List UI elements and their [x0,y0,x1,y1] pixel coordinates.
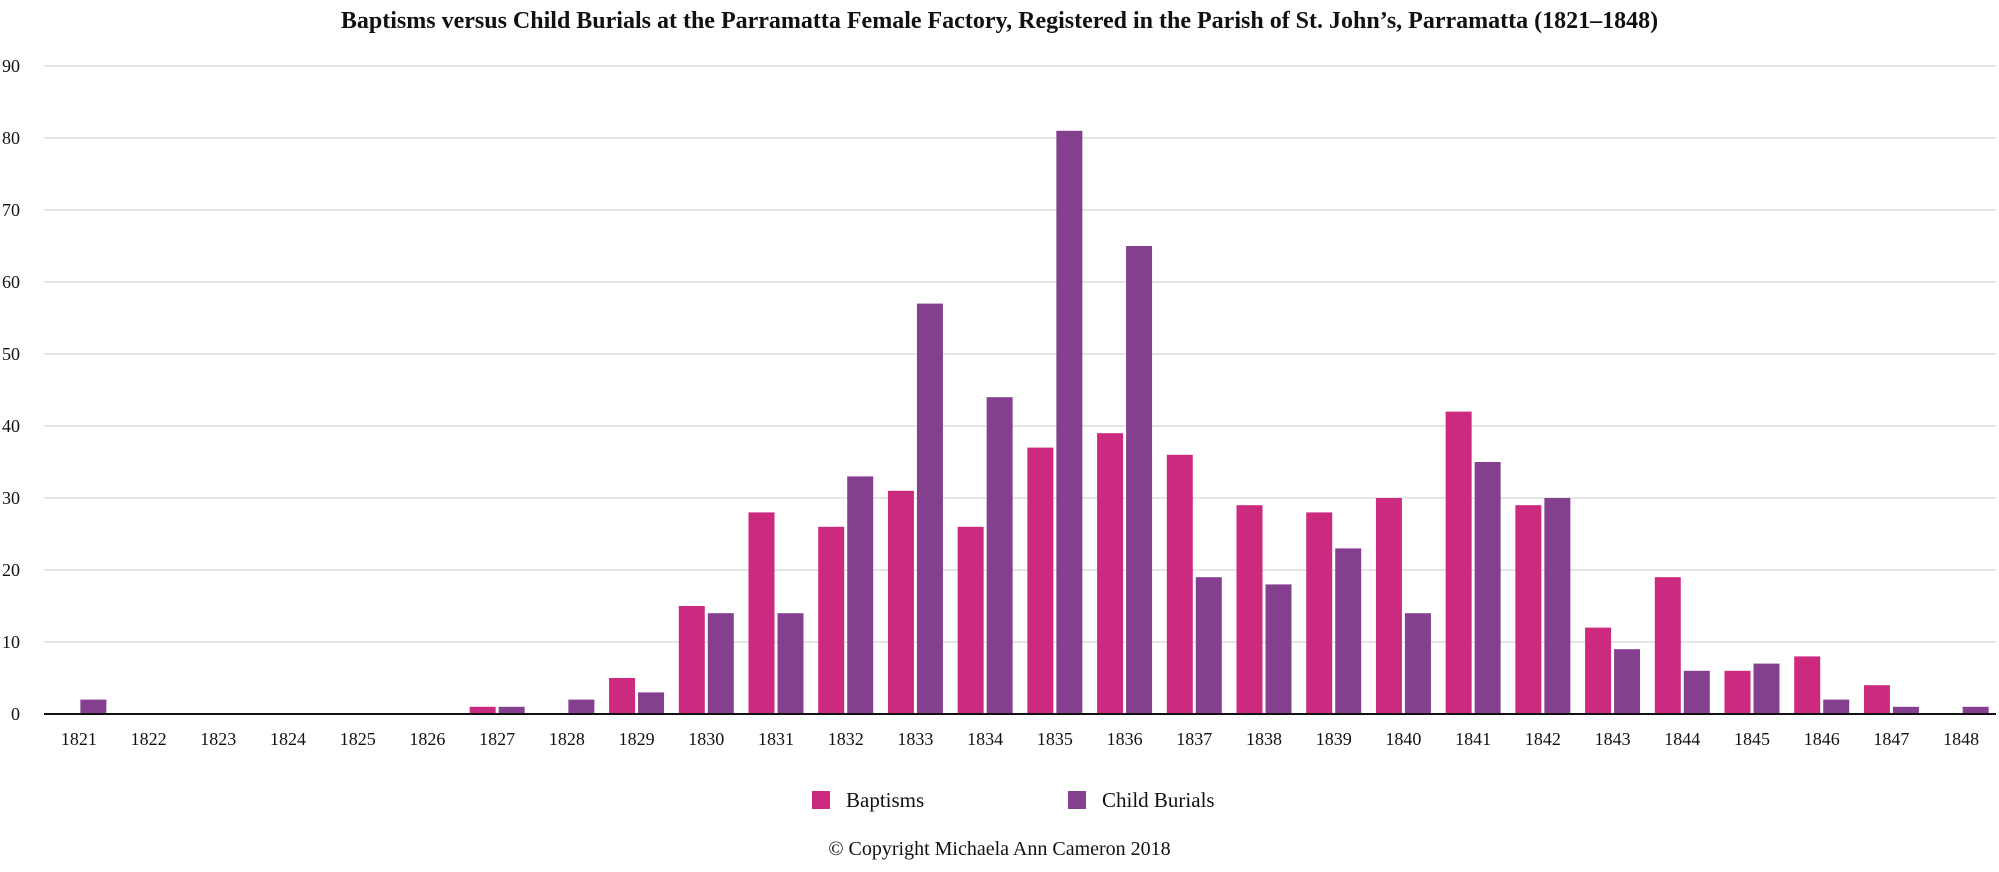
x-tick-label: 1848 [1943,729,1979,749]
x-tick-label: 1842 [1525,729,1561,749]
bar-child-burials [707,613,734,714]
x-tick-label: 1825 [340,729,376,749]
bar-child-burials [1614,649,1641,714]
copyright-text: © Copyright Michaela Ann Cameron 2018 [828,838,1171,860]
x-tick-label: 1832 [828,729,864,749]
bar-baptisms [1515,505,1542,714]
legend-label-child-burials: Child Burials [1102,787,1215,812]
bar-child-burials [1404,613,1431,714]
legend: Baptisms Child Burials [0,786,1999,814]
x-tick-label: 1821 [61,729,97,749]
y-tick-label: 60 [2,272,20,292]
x-tick-label: 1831 [758,729,794,749]
x-tick-label: 1824 [270,729,306,749]
bar-child-burials [1753,663,1780,714]
y-tick-label: 90 [2,56,20,76]
legend-swatch-baptisms [812,791,830,809]
x-tick-label: 1836 [1107,729,1143,749]
y-tick-label: 80 [2,128,20,148]
x-tick-label: 1840 [1385,729,1421,749]
bar-baptisms [678,606,705,714]
bar-child-burials [986,397,1013,714]
y-tick-label: 70 [2,200,20,220]
bar-child-burials [1823,699,1850,714]
x-tick-label: 1833 [897,729,933,749]
bar-child-burials [1544,498,1571,714]
bar-child-burials [568,699,595,714]
y-tick-label: 40 [2,416,20,436]
y-tick-label: 10 [2,632,20,652]
x-tick-label: 1828 [549,729,585,749]
bar-child-burials [847,476,874,714]
bar-baptisms [1097,433,1124,714]
bar-child-burials [80,699,107,714]
legend-swatch-child-burials [1068,791,1086,809]
y-tick-label: 30 [2,488,20,508]
bar-baptisms [609,678,636,714]
bar-child-burials [498,706,525,714]
x-tick-label: 1835 [1037,729,1073,749]
x-tick-label: 1839 [1316,729,1352,749]
bar-child-burials [916,303,943,714]
bar-child-burials [1265,584,1292,714]
x-tick-label: 1846 [1804,729,1840,749]
y-tick-label: 20 [2,560,20,580]
bar-baptisms [469,706,496,714]
x-tick-label: 1829 [619,729,655,749]
bar-baptisms [1306,512,1333,714]
bar-child-burials [1474,462,1501,714]
bar-baptisms [1027,447,1054,714]
chart-title: Baptisms versus Child Burials at the Par… [340,8,1659,34]
x-tick-label: 1822 [131,729,167,749]
bar-child-burials [1683,670,1710,714]
bar-child-burials [1126,246,1153,714]
y-tick-label: 50 [2,344,20,364]
legend-item-baptisms: Baptisms [812,786,924,814]
x-tick-label: 1834 [967,729,1003,749]
bar-baptisms [1166,454,1193,714]
bar-child-burials [1892,706,1919,714]
bar-child-burials [1962,706,1989,714]
bar-baptisms [818,526,845,714]
x-tick-label: 1838 [1246,729,1282,749]
bar-baptisms [1863,685,1890,714]
legend-item-child-burials: Child Burials [1068,786,1215,814]
bar-baptisms [887,490,914,714]
x-tick-label: 1827 [479,729,515,749]
legend-label-baptisms: Baptisms [846,787,925,812]
x-tick-label: 1841 [1455,729,1491,749]
y-tick-label: 0 [11,704,20,724]
bar-baptisms [1585,627,1612,714]
bar-baptisms [1236,505,1263,714]
bar-baptisms [1724,670,1751,714]
bar-baptisms [748,512,775,714]
bar-baptisms [1654,577,1681,714]
bar-child-burials [1056,130,1083,715]
x-tick-label: 1843 [1595,729,1631,749]
bar-child-burials [638,692,665,714]
bar-child-burials [1335,548,1362,714]
x-tick-label: 1830 [688,729,724,749]
x-tick-label: 1847 [1873,729,1909,749]
bar-child-burials [777,613,804,714]
x-tick-label: 1845 [1734,729,1770,749]
bar-baptisms [1445,411,1472,714]
bar-baptisms [1375,498,1402,714]
bar-child-burials [1195,577,1222,714]
x-tick-label: 1837 [1176,729,1212,749]
x-tick-label: 1826 [409,729,445,749]
bar-baptisms [957,526,984,714]
x-tick-label: 1823 [200,729,236,749]
bar-baptisms [1794,656,1821,714]
x-tick-label: 1844 [1664,729,1700,749]
